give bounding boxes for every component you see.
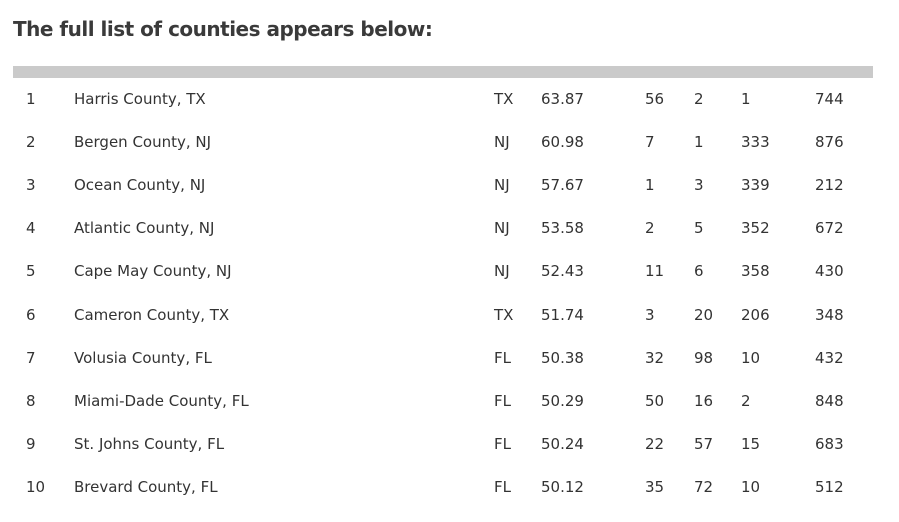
value-cell: 339 — [741, 176, 770, 195]
state-cell: FL — [494, 348, 511, 367]
rank-cell: 10 — [26, 477, 46, 496]
value-cell: 3 — [694, 176, 704, 195]
county-cell: Bergen County, NJ — [74, 133, 212, 152]
value-cell: 10 — [741, 477, 761, 496]
score-cell: 60.98 — [541, 133, 584, 152]
rank-cell: 6 — [26, 305, 36, 324]
state-cell: TX — [494, 90, 514, 108]
rank-cell: 4 — [26, 219, 36, 238]
state-cell: NJ — [494, 219, 510, 238]
value-cell: 15 — [741, 434, 761, 453]
value-cell: 2 — [694, 90, 704, 108]
page-heading: The full list of counties appears below: — [13, 17, 433, 41]
score-cell: 52.43 — [541, 262, 584, 281]
value-cell: 848 — [815, 391, 844, 410]
value-cell: 32 — [645, 348, 665, 367]
score-cell: 50.38 — [541, 348, 584, 367]
rank-cell: 1 — [26, 90, 36, 108]
value-cell: 22 — [645, 434, 665, 453]
value-cell: 16 — [694, 391, 714, 410]
state-cell: TX — [494, 305, 514, 324]
table-row: 8 Miami-Dade County, FL FL 50.29 50 16 2 848 — [0, 392, 899, 435]
county-cell: Volusia County, FL — [74, 348, 212, 367]
value-cell: 2 — [645, 219, 655, 238]
score-cell: 51.74 — [541, 305, 584, 324]
value-cell: 1 — [741, 90, 751, 108]
rank-cell: 8 — [26, 391, 36, 410]
value-cell: 358 — [741, 262, 770, 281]
table-row: 1 Harris County, TX TX 63.87 56 2 1 744 — [0, 90, 899, 133]
state-cell: FL — [494, 434, 511, 453]
table-row: 2 Bergen County, NJ NJ 60.98 7 1 333 876 — [0, 133, 899, 176]
rank-cell: 2 — [26, 133, 36, 152]
value-cell: 11 — [645, 262, 665, 281]
value-cell: 432 — [815, 348, 844, 367]
state-cell: FL — [494, 477, 511, 496]
value-cell: 35 — [645, 477, 665, 496]
state-cell: NJ — [494, 133, 510, 152]
rank-cell: 9 — [26, 434, 36, 453]
value-cell: 57 — [694, 434, 714, 453]
value-cell: 876 — [815, 133, 844, 152]
value-cell: 672 — [815, 219, 844, 238]
value-cell: 10 — [741, 348, 761, 367]
value-cell: 20 — [694, 305, 714, 324]
county-cell: Harris County, TX — [74, 90, 206, 108]
value-cell: 56 — [645, 90, 665, 108]
state-cell: FL — [494, 391, 511, 410]
value-cell: 7 — [645, 133, 655, 152]
table-row: 4 Atlantic County, NJ NJ 53.58 2 5 352 672 — [0, 219, 899, 262]
value-cell: 348 — [815, 305, 844, 324]
county-cell: Atlantic County, NJ — [74, 219, 215, 238]
table-row: 3 Ocean County, NJ NJ 57.67 1 3 339 212 — [0, 176, 899, 219]
score-cell: 50.24 — [541, 434, 584, 453]
rank-cell: 7 — [26, 348, 36, 367]
value-cell: 3 — [645, 305, 655, 324]
value-cell: 6 — [694, 262, 704, 281]
county-cell: Cameron County, TX — [74, 305, 230, 324]
rank-cell: 5 — [26, 262, 36, 281]
score-cell: 63.87 — [541, 90, 584, 108]
score-cell: 50.12 — [541, 477, 584, 496]
value-cell: 512 — [815, 477, 844, 496]
value-cell: 430 — [815, 262, 844, 281]
table-row: 5 Cape May County, NJ NJ 52.43 11 6 358 430 — [0, 262, 899, 305]
table-row: 6 Cameron County, TX TX 51.74 3 20 206 348 — [0, 306, 899, 349]
county-cell: Ocean County, NJ — [74, 176, 206, 195]
value-cell: 352 — [741, 219, 770, 238]
county-cell: Cape May County, NJ — [74, 262, 232, 281]
value-cell: 1 — [694, 133, 704, 152]
county-cell: St. Johns County, FL — [74, 434, 225, 453]
table-header-bar — [13, 66, 873, 78]
county-cell: Miami-Dade County, FL — [74, 391, 249, 410]
state-cell: NJ — [494, 176, 510, 195]
value-cell: 744 — [815, 90, 844, 108]
value-cell: 2 — [741, 391, 751, 410]
value-cell: 1 — [645, 176, 655, 195]
score-cell: 57.67 — [541, 176, 584, 195]
table-row: 10 Brevard County, FL FL 50.12 35 72 10 512 — [0, 478, 899, 521]
state-cell: NJ — [494, 262, 510, 281]
value-cell: 98 — [694, 348, 714, 367]
value-cell: 212 — [815, 176, 844, 195]
county-cell: Brevard County, FL — [74, 477, 218, 496]
value-cell: 683 — [815, 434, 844, 453]
table-row: 9 St. Johns County, FL FL 50.24 22 57 15 683 — [0, 435, 899, 478]
rank-cell: 3 — [26, 176, 36, 195]
value-cell: 72 — [694, 477, 714, 496]
table-row: 7 Volusia County, FL FL 50.38 32 98 10 432 — [0, 349, 899, 392]
score-cell: 53.58 — [541, 219, 584, 238]
value-cell: 333 — [741, 133, 770, 152]
value-cell: 5 — [694, 219, 704, 238]
value-cell: 50 — [645, 391, 665, 410]
score-cell: 50.29 — [541, 391, 584, 410]
value-cell: 206 — [741, 305, 770, 324]
